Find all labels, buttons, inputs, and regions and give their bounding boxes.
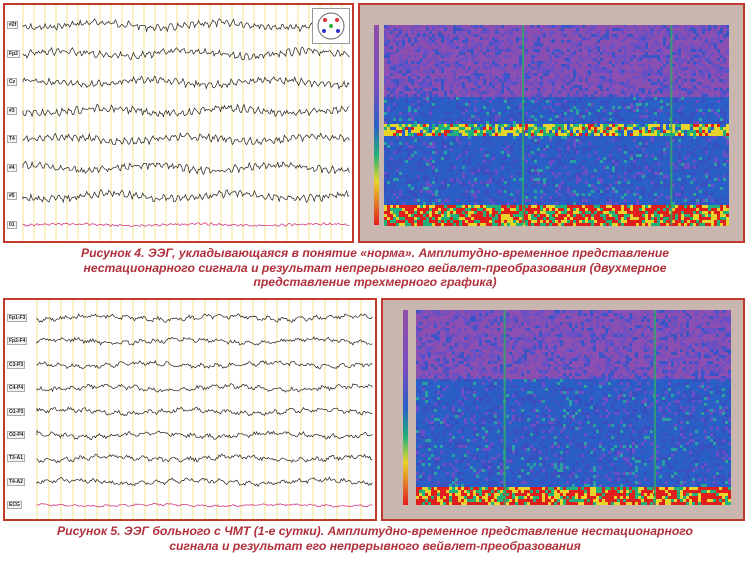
figure4-caption: Рисунок 4. ЭЭГ, укладывающаяся в понятие…: [0, 246, 750, 290]
figure4-eeg-traces: [22, 5, 350, 241]
figure4-eeg-panel: #2f Fp2 Cz #3 T4 #4 #5 01: [3, 3, 354, 243]
eeg-trace: [22, 132, 350, 146]
figure5-eeg-traces: [36, 300, 373, 519]
eeg-trace: [36, 429, 373, 440]
figure4-caption-line2: нестационарного сигнала и результат непр…: [83, 260, 667, 275]
eeg-channel-label: C4-P4: [7, 384, 26, 393]
eeg-channel-label: #5: [7, 192, 17, 201]
eeg-trace: [22, 75, 350, 90]
eeg-channel-label: Cz: [7, 78, 18, 87]
wavelet-spike: [653, 310, 656, 505]
eeg-trace: [36, 359, 373, 370]
eeg-trace: [22, 160, 350, 175]
eeg-trace: [22, 17, 350, 33]
wavelet-spike: [522, 25, 524, 225]
eeg-trace: [36, 336, 373, 346]
eeg-channel-label: Fp2: [7, 49, 20, 58]
eeg-channel-label: 01: [7, 220, 17, 229]
eeg-channel-label: T3-A1: [7, 454, 25, 463]
figure5-caption-line2: сигнала и результат его непрерывного вей…: [169, 538, 581, 553]
eeg-channel-label: C3-P3: [7, 360, 26, 369]
eeg-trace: [36, 313, 373, 323]
wavelet-colorbar: [374, 25, 379, 225]
figure5-caption: Рисунок 5. ЭЭГ больного с ЧМТ (1-е сутки…: [0, 524, 750, 553]
eeg-channel-label: T4-A2: [7, 477, 25, 486]
eeg-trace: [36, 503, 373, 508]
electrode-map-icon: [312, 8, 350, 44]
wavelet-colorbar: [403, 310, 408, 505]
eeg-channel-label: O1-P3: [7, 407, 26, 416]
eeg-trace: [22, 103, 350, 118]
wavelet-spike: [670, 25, 673, 225]
figure4-caption-line1: Рисунок 4. ЭЭГ, укладывающаяся в понятие…: [80, 246, 670, 260]
eeg-channel-label: #4: [7, 163, 17, 172]
eeg-channel-label: #2f: [7, 21, 19, 30]
wavelet-spike: [503, 310, 506, 505]
eeg-channel-label: ECG: [7, 501, 22, 510]
eeg-channel-label: O2-P4: [7, 430, 26, 439]
eeg-trace: [22, 222, 350, 228]
figure5-wavelet-map: [403, 310, 731, 505]
eeg-trace: [36, 453, 373, 464]
eeg-trace: [22, 46, 350, 61]
eeg-trace: [36, 406, 373, 417]
figure4-wavelet-map: [374, 25, 729, 226]
eeg-channel-label: Fp2-F4: [7, 337, 28, 346]
eeg-channel-label: #3: [7, 106, 17, 115]
figure5-caption-line1: Рисунок 5. ЭЭГ больного с ЧМТ (1-е сутки…: [57, 524, 693, 538]
figure4-caption-line3: представление трехмерного графика): [253, 275, 497, 289]
eeg-trace: [22, 188, 350, 204]
eeg-trace: [36, 383, 373, 393]
figure4-wavelet-panel: [358, 3, 745, 243]
eeg-channel-label: T4: [7, 135, 17, 144]
figure5-wavelet-panel: [381, 298, 745, 521]
eeg-trace: [36, 476, 373, 488]
eeg-channel-label: Fp1-F3: [7, 313, 28, 322]
figure5-eeg-panel: Fp1-F3 Fp2-F4 C3-P3 C4-P4 O1-P3 O2-P4 T3-A1 T4-…: [3, 298, 377, 521]
